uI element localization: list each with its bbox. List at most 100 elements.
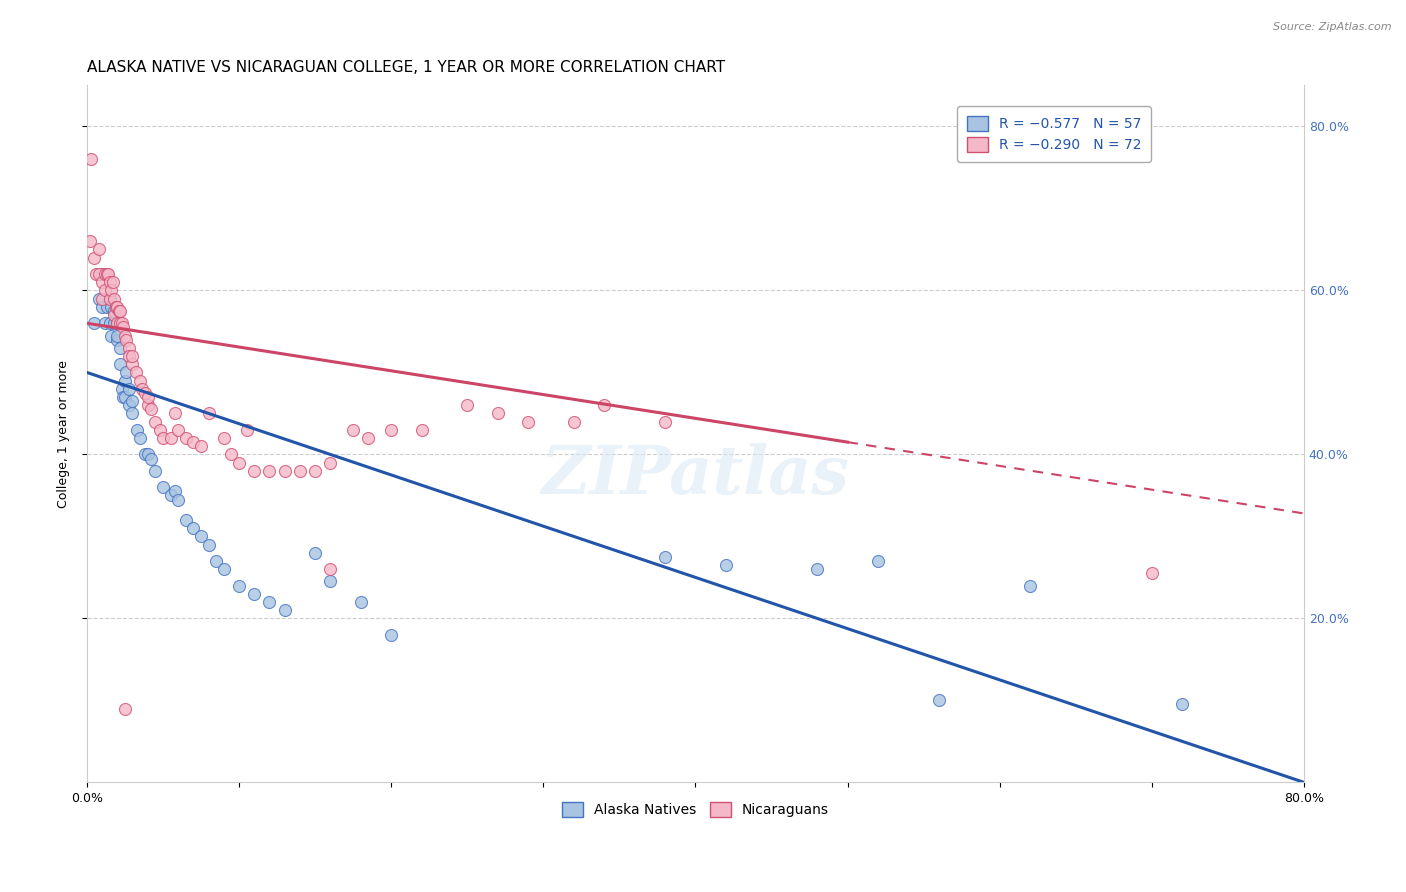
Point [228,456,250,470]
Point [221,447,243,461]
Point [319,574,342,589]
Point [98,292,121,306]
Point [105,328,128,343]
Point [319,562,342,576]
Point [112,320,135,334]
Point [197,406,219,420]
Y-axis label: College, 1 year or more: College, 1 year or more [58,360,70,508]
Point [114,374,136,388]
Point [235,423,257,437]
Point [134,385,156,400]
Point [190,439,212,453]
Point [84,267,107,281]
Text: ZIPatlas: ZIPatlas [541,443,849,508]
Point [134,447,156,461]
Point [100,328,122,343]
Point [273,603,295,617]
Point [105,316,128,330]
Point [380,423,402,437]
Point [115,333,138,347]
Point [110,304,132,318]
Point [928,693,950,707]
Point [304,546,326,560]
Point [111,382,134,396]
Point [159,488,181,502]
Point [91,267,114,281]
Point [129,431,152,445]
Point [350,595,373,609]
Point [87,292,110,306]
Point [103,316,125,330]
Point [114,328,136,343]
Point [654,415,676,429]
Point [806,562,828,576]
Point [91,292,114,306]
Point [243,464,266,478]
Point [517,415,540,429]
Point [486,406,509,420]
Point [152,431,174,445]
Point [174,513,197,527]
Point [174,431,197,445]
Point [152,480,174,494]
Point [80,153,103,167]
Point [125,423,148,437]
Point [562,415,585,429]
Point [159,431,181,445]
Point [96,300,118,314]
Point [129,374,152,388]
Point [1171,698,1194,712]
Point [165,484,187,499]
Point [98,316,121,330]
Point [212,562,235,576]
Point [380,628,402,642]
Point [167,492,190,507]
Point [100,300,122,314]
Point [118,398,141,412]
Point [197,538,219,552]
Point [139,402,162,417]
Point [411,423,433,437]
Point [190,529,212,543]
Point [456,398,478,412]
Point [136,390,159,404]
Point [87,267,110,281]
Point [97,267,120,281]
Point [105,316,128,330]
Text: Source: ZipAtlas.com: Source: ZipAtlas.com [1274,22,1392,32]
Point [98,275,121,289]
Point [165,406,187,420]
Point [121,394,143,409]
Point [167,423,190,437]
Point [304,464,326,478]
Point [143,415,166,429]
Point [103,292,125,306]
Point [79,234,101,248]
Point [112,390,135,404]
Legend: Alaska Natives, Nicaraguans: Alaska Natives, Nicaraguans [555,795,835,824]
Point [105,300,128,314]
Point [100,284,122,298]
Point [87,243,110,257]
Point [143,464,166,478]
Point [259,595,281,609]
Point [98,292,121,306]
Point [1140,566,1163,581]
Point [121,357,143,371]
Point [259,464,281,478]
Point [139,451,162,466]
Point [83,251,105,265]
Point [91,300,114,314]
Point [131,382,153,396]
Point [183,521,205,535]
Point [114,390,136,404]
Point [110,357,132,371]
Point [149,423,172,437]
Point [136,398,159,412]
Point [110,316,132,330]
Point [714,558,737,573]
Point [654,549,676,564]
Point [593,398,616,412]
Point [91,275,114,289]
Point [183,435,205,450]
